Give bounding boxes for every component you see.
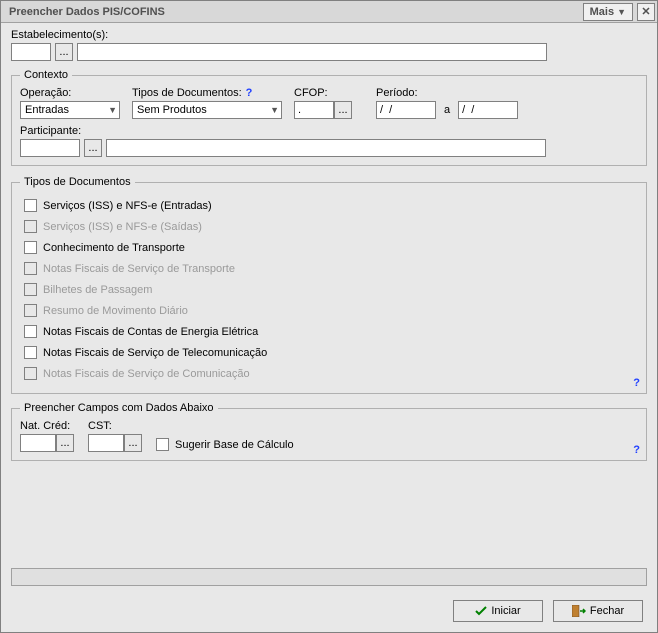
tipos-legend: Tipos de Documentos bbox=[20, 176, 135, 188]
estabelecimento-lookup-button[interactable]: ... bbox=[55, 43, 73, 61]
door-exit-icon bbox=[572, 605, 586, 617]
help-icon[interactable]: ? bbox=[246, 87, 253, 99]
participante-code-input[interactable] bbox=[20, 139, 80, 157]
chevron-down-icon: ▼ bbox=[270, 105, 279, 115]
estabelecimento-code-input[interactable] bbox=[11, 43, 51, 61]
periodo-separator: a bbox=[440, 104, 454, 116]
ellipsis-icon: ... bbox=[59, 46, 68, 58]
doc-type-row: Conhecimento de Transporte bbox=[24, 238, 638, 257]
doc-type-checkbox bbox=[24, 220, 37, 233]
periodo-to-input[interactable] bbox=[458, 101, 518, 119]
close-icon: ✕ bbox=[641, 5, 650, 18]
tipos-dropdown[interactable]: Sem Produtos ▼ bbox=[132, 101, 282, 119]
nat-cred-lookup-button[interactable]: ... bbox=[56, 434, 74, 452]
doc-type-label: Notas Fiscais de Serviço de Comunicação bbox=[43, 368, 250, 380]
doc-type-row: Resumo de Movimento Diário bbox=[24, 301, 638, 320]
doc-type-label: Resumo de Movimento Diário bbox=[43, 305, 188, 317]
ellipsis-icon: ... bbox=[88, 142, 97, 154]
dialog-window: Preencher Dados PIS/COFINS Mais ▼ ✕ Esta… bbox=[0, 0, 658, 633]
close-button[interactable]: ✕ bbox=[637, 3, 655, 21]
ellipsis-icon: ... bbox=[60, 437, 69, 449]
doc-type-row: Serviços (ISS) e NFS-e (Saídas) bbox=[24, 217, 638, 236]
cfop-input[interactable] bbox=[294, 101, 334, 119]
doc-type-label: Notas Fiscais de Serviço de Transporte bbox=[43, 263, 235, 275]
doc-type-row: Serviços (ISS) e NFS-e (Entradas) bbox=[24, 196, 638, 215]
window-title: Preencher Dados PIS/COFINS bbox=[9, 6, 583, 18]
doc-type-row: Notas Fiscais de Serviço de Telecomunica… bbox=[24, 343, 638, 362]
fechar-button[interactable]: Fechar bbox=[553, 600, 643, 622]
operacao-label: Operação: bbox=[20, 87, 120, 99]
doc-type-label: Notas Fiscais de Serviço de Telecomunica… bbox=[43, 347, 267, 359]
titlebar: Preencher Dados PIS/COFINS Mais ▼ ✕ bbox=[1, 1, 657, 23]
check-icon bbox=[475, 606, 487, 616]
estabelecimento-block: Estabelecimento(s): ... bbox=[11, 29, 647, 61]
preencher-group: Preencher Campos com Dados Abaixo Nat. C… bbox=[11, 402, 647, 461]
doc-type-label: Bilhetes de Passagem bbox=[43, 284, 152, 296]
help-icon[interactable]: ? bbox=[633, 377, 640, 389]
help-icon[interactable]: ? bbox=[633, 444, 640, 456]
periodo-from-input[interactable] bbox=[376, 101, 436, 119]
doc-type-label: Conhecimento de Transporte bbox=[43, 242, 185, 254]
cst-label: CST: bbox=[88, 420, 142, 432]
tipos-documentos-group: Tipos de Documentos Serviços (ISS) e NFS… bbox=[11, 176, 647, 394]
nat-cred-label: Nat. Créd: bbox=[20, 420, 74, 432]
doc-type-checkbox[interactable] bbox=[24, 346, 37, 359]
tipos-label: Tipos de Documentos: bbox=[132, 87, 242, 99]
ellipsis-icon: ... bbox=[128, 437, 137, 449]
doc-type-checkbox[interactable] bbox=[24, 241, 37, 254]
mais-label: Mais bbox=[590, 6, 614, 18]
estabelecimento-name-input[interactable] bbox=[77, 43, 547, 61]
sugerir-label: Sugerir Base de Cálculo bbox=[175, 439, 294, 451]
participante-lookup-button[interactable]: ... bbox=[84, 139, 102, 157]
estabelecimento-label: Estabelecimento(s): bbox=[11, 29, 647, 41]
fechar-label: Fechar bbox=[590, 605, 624, 617]
content-area: Estabelecimento(s): ... Contexto Operaçã… bbox=[1, 23, 657, 632]
status-bar bbox=[11, 568, 647, 586]
doc-type-checkbox bbox=[24, 283, 37, 296]
doc-type-checkbox bbox=[24, 304, 37, 317]
doc-type-label: Serviços (ISS) e NFS-e (Saídas) bbox=[43, 221, 202, 233]
iniciar-button[interactable]: Iniciar bbox=[453, 600, 543, 622]
cst-input[interactable] bbox=[88, 434, 124, 452]
cst-lookup-button[interactable]: ... bbox=[124, 434, 142, 452]
doc-type-label: Serviços (ISS) e NFS-e (Entradas) bbox=[43, 200, 212, 212]
operacao-value: Entradas bbox=[25, 104, 69, 116]
ellipsis-icon: ... bbox=[338, 104, 347, 116]
doc-type-row: Notas Fiscais de Serviço de Transporte bbox=[24, 259, 638, 278]
participante-name-input[interactable] bbox=[106, 139, 546, 157]
chevron-down-icon: ▼ bbox=[108, 105, 117, 115]
doc-type-checkbox bbox=[24, 262, 37, 275]
contexto-group: Contexto Operação: Entradas ▼ Tipos de D… bbox=[11, 69, 647, 166]
mais-button[interactable]: Mais ▼ bbox=[583, 3, 633, 21]
nat-cred-input[interactable] bbox=[20, 434, 56, 452]
chevron-down-icon: ▼ bbox=[617, 7, 626, 17]
doc-type-row: Bilhetes de Passagem bbox=[24, 280, 638, 299]
contexto-legend: Contexto bbox=[20, 69, 72, 81]
sugerir-checkbox[interactable] bbox=[156, 438, 169, 451]
doc-type-row: Notas Fiscais de Contas de Energia Elétr… bbox=[24, 322, 638, 341]
doc-type-checkbox bbox=[24, 367, 37, 380]
periodo-label: Período: bbox=[376, 87, 518, 99]
participante-label: Participante: bbox=[20, 125, 638, 137]
preencher-legend: Preencher Campos com Dados Abaixo bbox=[20, 402, 218, 414]
doc-type-checkbox[interactable] bbox=[24, 199, 37, 212]
cfop-label: CFOP: bbox=[294, 87, 364, 99]
tipos-value: Sem Produtos bbox=[137, 104, 207, 116]
button-row: Iniciar Fechar bbox=[11, 590, 647, 626]
cfop-lookup-button[interactable]: ... bbox=[334, 101, 352, 119]
doc-type-checkbox[interactable] bbox=[24, 325, 37, 338]
doc-type-label: Notas Fiscais de Contas de Energia Elétr… bbox=[43, 326, 258, 338]
operacao-dropdown[interactable]: Entradas ▼ bbox=[20, 101, 120, 119]
doc-type-row: Notas Fiscais de Serviço de Comunicação bbox=[24, 364, 638, 383]
iniciar-label: Iniciar bbox=[491, 605, 520, 617]
